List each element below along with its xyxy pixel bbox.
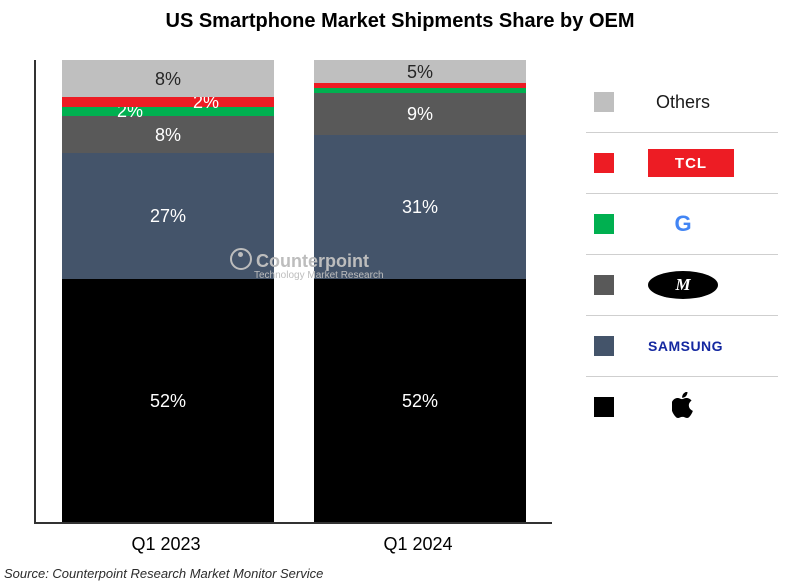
seg-label-others: 8%: [62, 70, 274, 88]
legend-row-google: G: [586, 194, 778, 255]
bar-q1-2024: 52% 31% 9% 5%: [314, 60, 526, 522]
legend-swatch: [594, 275, 614, 295]
seg-label-others: 5%: [314, 63, 526, 81]
legend-row-tcl: TCL: [586, 133, 778, 194]
seg-label-samsung: 27%: [62, 207, 274, 225]
source-line: Source: Counterpoint Research Market Mon…: [4, 566, 323, 581]
legend-swatch: [594, 397, 614, 417]
seg-tcl: [314, 83, 526, 88]
seg-samsung: 31%: [314, 135, 526, 280]
chart-plot-area: 52%27%8%2%2%8%52%31%9%5%: [34, 60, 552, 524]
x-label: Q1 2024: [312, 534, 524, 555]
x-label: Q1 2023: [60, 534, 272, 555]
seg-label-samsung: 31%: [314, 198, 526, 216]
seg-label-motorola: 9%: [314, 105, 526, 123]
chart-title: US Smartphone Market Shipments Share by …: [0, 10, 800, 33]
legend-brand-apple: [648, 391, 778, 423]
legend-brand-tcl: TCL: [648, 149, 778, 177]
seg-label-apple: 52%: [314, 392, 526, 410]
bar-q1-2023: 52%27%8%2%2%8%: [62, 60, 274, 522]
legend-row-motorola: M: [586, 255, 778, 316]
legend-swatch: [594, 336, 614, 356]
seg-samsung: 27%: [62, 153, 274, 279]
seg-motorola: 8%: [62, 116, 274, 153]
legend-swatch: [594, 92, 614, 112]
legend-brand-others: Others: [648, 88, 778, 116]
seg-google: [314, 88, 526, 93]
seg-apple: 52%: [314, 279, 526, 522]
legend-row-samsung: SAMSUNG: [586, 316, 778, 377]
legend-brand-samsung: SAMSUNG: [648, 332, 778, 360]
seg-label-apple: 52%: [62, 392, 274, 410]
seg-apple: 52%: [62, 279, 274, 522]
seg-others: 8%: [62, 60, 274, 97]
legend-row-apple: [586, 377, 778, 437]
legend-row-others: Others: [586, 72, 778, 133]
legend-brand-motorola: M: [648, 271, 778, 299]
seg-label-motorola: 8%: [62, 126, 274, 144]
legend: Others TCL G M SAMSUNG: [586, 72, 778, 437]
seg-motorola: 9%: [314, 93, 526, 135]
legend-swatch: [594, 153, 614, 173]
legend-brand-google: G: [648, 210, 778, 238]
seg-tcl: 2%: [62, 97, 274, 106]
legend-swatch: [594, 214, 614, 234]
seg-others: 5%: [314, 60, 526, 83]
